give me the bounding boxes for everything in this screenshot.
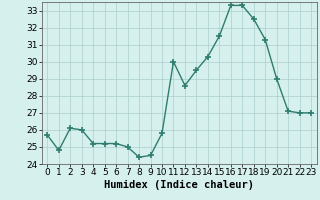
X-axis label: Humidex (Indice chaleur): Humidex (Indice chaleur) [104,180,254,190]
